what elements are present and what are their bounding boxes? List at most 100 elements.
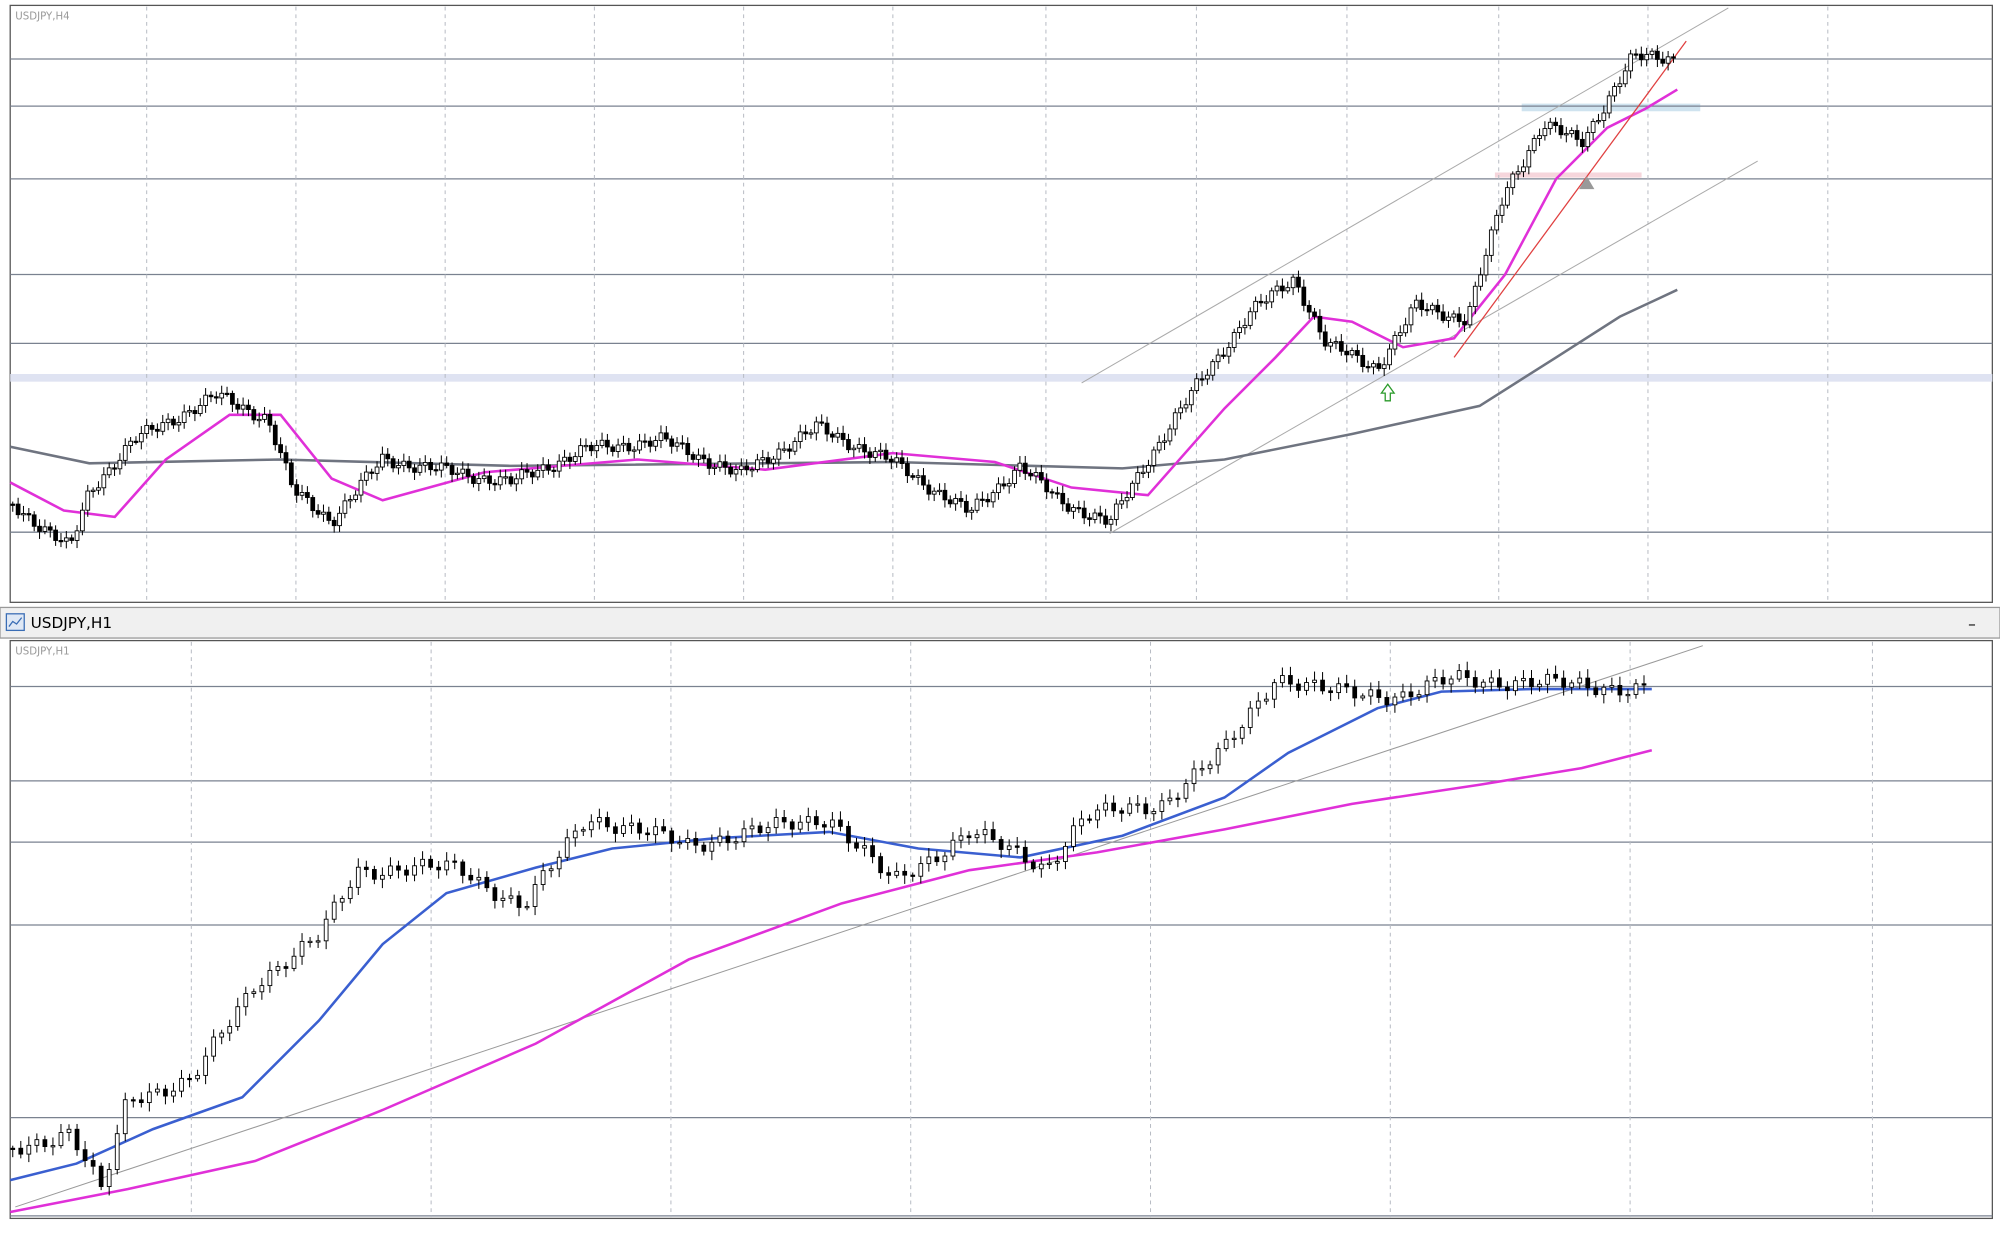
candle-body	[438, 462, 444, 471]
candle-body	[749, 469, 755, 472]
candle-body	[1467, 306, 1473, 326]
candle-body	[74, 1128, 80, 1151]
candle-body	[674, 442, 680, 447]
candle-body	[211, 1036, 217, 1057]
candle-body	[1071, 825, 1076, 847]
candle-body	[380, 874, 385, 880]
candle-body	[921, 475, 926, 486]
candle-body	[385, 453, 391, 460]
candle-body	[974, 834, 980, 839]
candle-body	[1175, 797, 1181, 800]
trend-line	[1453, 40, 1687, 358]
candle-body	[1231, 737, 1237, 740]
candle-body	[363, 866, 369, 870]
candle-body	[669, 438, 675, 447]
candle-body	[867, 451, 873, 458]
candle-body	[1274, 285, 1280, 292]
candle-body	[1255, 700, 1261, 709]
candle-body	[1017, 462, 1023, 471]
candle-body	[931, 490, 937, 495]
candle-body	[982, 829, 988, 836]
candle-body	[1055, 492, 1060, 495]
candle-body	[819, 421, 825, 424]
candle-body	[323, 918, 329, 942]
candle-body	[701, 454, 707, 460]
candle-body	[1113, 503, 1119, 520]
candle-body	[513, 478, 519, 485]
candle-body	[363, 471, 369, 481]
candle-body	[797, 431, 803, 443]
candle-body	[1033, 472, 1039, 477]
candle-body	[1188, 390, 1194, 406]
candle-body	[1242, 324, 1248, 329]
candle-body	[1515, 171, 1521, 175]
candle-body	[80, 509, 85, 532]
h1-chart: USDJPY,H1	[9, 639, 1993, 1220]
candle-body	[197, 405, 203, 415]
candle-body	[990, 492, 996, 503]
candle-body	[181, 411, 187, 423]
candle-body	[1384, 697, 1390, 706]
candle-body	[1580, 138, 1585, 148]
candle-body	[1397, 332, 1403, 336]
candle-body	[1087, 818, 1092, 821]
candle-body	[789, 821, 795, 830]
candle-body	[835, 432, 841, 438]
candle-body	[888, 458, 894, 463]
candle-body	[1012, 469, 1017, 484]
candle-body	[773, 817, 779, 829]
candle-body	[781, 448, 787, 451]
candle-body	[854, 842, 859, 849]
candle-body	[685, 838, 691, 844]
candle-body	[680, 442, 685, 445]
candle-body	[422, 461, 428, 466]
candle-body	[1488, 229, 1494, 256]
candle-body	[1574, 130, 1580, 140]
candle-body	[243, 993, 249, 1008]
candle-body	[1199, 768, 1205, 771]
candle-body	[1280, 675, 1285, 684]
candle-body	[540, 870, 546, 885]
candle-body	[1006, 483, 1012, 487]
candle-body	[870, 845, 875, 858]
candle-body	[562, 456, 567, 462]
candle-body	[278, 444, 283, 454]
minimize-button[interactable]: –	[1968, 615, 1976, 633]
candle-body	[1360, 354, 1366, 367]
candle-body	[1521, 677, 1526, 682]
candle-body	[503, 476, 508, 479]
candle-body	[404, 869, 409, 876]
candle-body	[1156, 441, 1162, 451]
candle-body	[787, 448, 792, 452]
candle-body	[1328, 690, 1333, 694]
candle-body	[213, 396, 219, 399]
candle-body	[406, 460, 412, 469]
candle-body	[1387, 348, 1392, 366]
candle-body	[1644, 54, 1650, 61]
candle-body	[1095, 809, 1100, 821]
candle-body	[1079, 818, 1084, 827]
candle-body	[1371, 363, 1376, 368]
candle-body	[500, 897, 506, 901]
candle-body	[240, 404, 246, 410]
candle-body	[712, 466, 717, 469]
candle-body	[621, 442, 626, 446]
candle-body	[1419, 299, 1425, 310]
candle-body	[353, 494, 358, 501]
candle-body	[1456, 313, 1462, 322]
candle-body	[179, 1077, 184, 1092]
candle-body	[599, 439, 605, 446]
candle-body	[878, 856, 883, 874]
candle-body	[396, 865, 401, 871]
candle-body	[203, 394, 208, 406]
candle-body	[610, 446, 616, 452]
candle-body	[1628, 53, 1633, 72]
candle-body	[1478, 274, 1483, 287]
candle-body	[1124, 497, 1130, 502]
candle-body	[551, 469, 557, 472]
candle-body	[1510, 173, 1516, 189]
candle-body	[626, 442, 632, 452]
candle-body	[693, 838, 699, 846]
candle-body	[1215, 354, 1221, 363]
